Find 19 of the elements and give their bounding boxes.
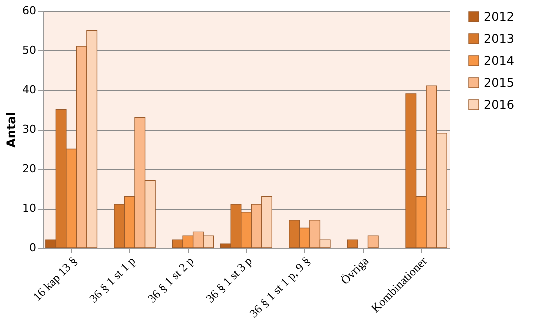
y-tick-label: 20 bbox=[22, 162, 36, 176]
y-axis-title: Antal bbox=[4, 112, 19, 148]
bar bbox=[368, 236, 379, 248]
legend-label: 2016 bbox=[484, 98, 515, 112]
legend-label: 2013 bbox=[484, 32, 515, 46]
y-tick-label: 0 bbox=[30, 242, 36, 254]
y-tick-label: 30 bbox=[22, 123, 36, 136]
legend-label: 2014 bbox=[484, 54, 515, 68]
x-tick-label: 36 § 1 st 2 p bbox=[145, 254, 197, 306]
y-tick-label: 60 bbox=[22, 4, 36, 18]
x-tick-label: 36 § 1 st 1 p bbox=[86, 254, 138, 306]
bar bbox=[347, 240, 358, 248]
x-tick-label: 16 kap 13 § bbox=[30, 254, 80, 304]
x-tick-label: 36 § 1 st 3 p bbox=[203, 254, 255, 306]
y-tick-label: 50 bbox=[22, 44, 36, 57]
y-tick-label: 10 bbox=[22, 202, 36, 215]
y-tick-label: 40 bbox=[22, 84, 36, 96]
legend-label: 2015 bbox=[484, 76, 515, 90]
legend-label: 2012 bbox=[484, 10, 515, 24]
